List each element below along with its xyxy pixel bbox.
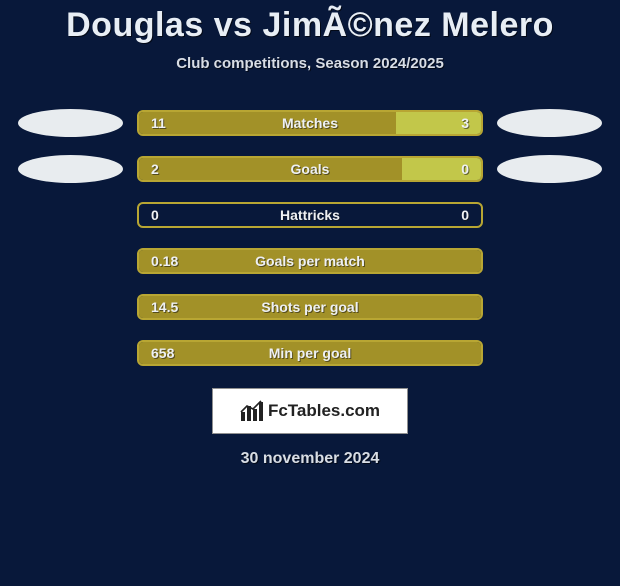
stat-bar: 00Hattricks xyxy=(137,202,483,228)
stat-row: 20Goals xyxy=(0,146,620,192)
stat-bar: 20Goals xyxy=(137,156,483,182)
player-oval-left xyxy=(18,109,123,137)
stat-label: Goals xyxy=(139,158,481,180)
player-oval-left xyxy=(18,155,123,183)
stat-label: Min per goal xyxy=(139,342,481,364)
stats-container: 113Matches 20Goals 00Hattricks 0.18Goals pe… xyxy=(0,100,620,376)
stat-label: Goals per match xyxy=(139,250,481,272)
stat-row: 0.18Goals per match xyxy=(0,238,620,284)
stat-row: 00Hattricks xyxy=(0,192,620,238)
stat-bar: 0.18Goals per match xyxy=(137,248,483,274)
stat-bar: 113Matches xyxy=(137,110,483,136)
page-title: Douglas vs JimÃ©nez Melero xyxy=(0,6,620,45)
footer-date: 30 november 2024 xyxy=(0,450,620,468)
fctables-logo-icon xyxy=(240,400,264,422)
player-oval-right xyxy=(497,155,602,183)
player-oval-right xyxy=(497,109,602,137)
page-subtitle: Club competitions, Season 2024/2025 xyxy=(0,55,620,72)
stat-bar: 14.5Shots per goal xyxy=(137,294,483,320)
stat-label: Matches xyxy=(139,112,481,134)
stat-row: 14.5Shots per goal xyxy=(0,284,620,330)
stat-row: 658Min per goal xyxy=(0,330,620,376)
stat-label: Hattricks xyxy=(139,204,481,226)
logo-box: FcTables.com xyxy=(212,388,408,434)
stat-row: 113Matches xyxy=(0,100,620,146)
stat-bar: 658Min per goal xyxy=(137,340,483,366)
logo-text: FcTables.com xyxy=(268,401,380,421)
stat-label: Shots per goal xyxy=(139,296,481,318)
